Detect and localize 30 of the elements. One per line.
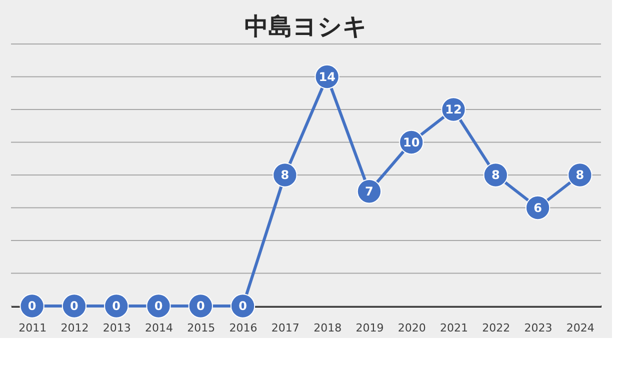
x-tick-label: 2012 [60, 322, 89, 334]
data-label: 6 [534, 200, 542, 215]
x-tick-label: 2018 [314, 322, 342, 334]
x-tick-label: 2014 [145, 322, 173, 334]
x-tick-label: 2013 [102, 322, 131, 334]
x-tick-label: 2024 [566, 322, 594, 334]
x-tick-label: 2022 [482, 322, 510, 334]
data-label: 0 [28, 299, 36, 313]
x-tick-label: 2019 [356, 322, 384, 334]
data-label: 8 [576, 168, 584, 182]
data-label: 10 [403, 135, 420, 150]
x-tick-label: 2017 [271, 322, 300, 334]
x-tick-label: 2011 [18, 322, 47, 334]
data-label: 8 [280, 168, 290, 182]
data-label: 0 [70, 299, 78, 313]
data-label: 12 [445, 102, 462, 116]
point [356, 179, 382, 204]
data-label: 0 [112, 299, 121, 313]
data-label: 8 [491, 168, 500, 182]
x-tick-label: 2023 [524, 322, 552, 334]
data-label: 0 [154, 299, 163, 313]
x-tick-label: 2015 [187, 322, 216, 334]
x-tick-label: 2021 [440, 322, 468, 334]
chart-title: 中島ヨシキ [244, 12, 368, 40]
data-label: 14 [318, 70, 336, 84]
x-tick-label: 2016 [229, 322, 258, 334]
data-label: 7 [365, 184, 374, 198]
x-tick-label: 2020 [398, 322, 426, 334]
data-label: 0 [238, 299, 247, 313]
data-label: 0 [196, 299, 205, 313]
